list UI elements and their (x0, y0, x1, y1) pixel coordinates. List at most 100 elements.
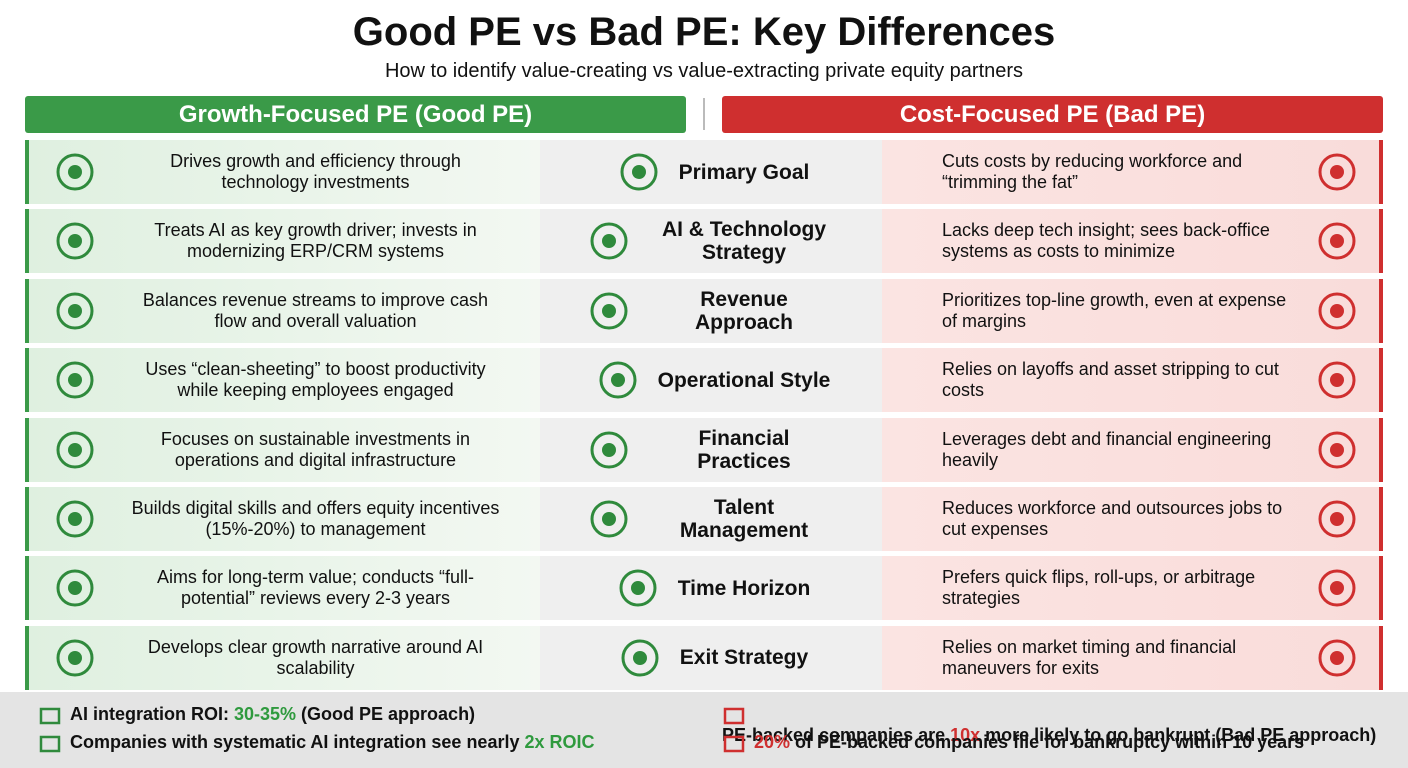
text-part: of PE-backed companies file for bankrupt… (790, 732, 1305, 752)
icon (590, 431, 628, 469)
footer-icon (39, 736, 61, 753)
footer-icon (723, 736, 745, 753)
good-text: Drives growth and efficiency through tec… (170, 151, 461, 192)
bad-cell: Prioritizes top-line growth, even at exp… (882, 278, 1383, 343)
icon (1318, 222, 1356, 260)
criterion-cell: Primary Goal (540, 140, 882, 204)
highlight: 20% (754, 732, 791, 752)
footer-stat: AI integration ROI: 30-35% (Good PE appr… (38, 704, 475, 725)
good-cell: Uses “clean-sheeting” to boost productiv… (25, 348, 540, 413)
criterion-label: Revenue Approach (694, 287, 793, 334)
row: Focuses on sustainable investments in op… (25, 417, 1383, 482)
footer-icon (39, 708, 61, 725)
bad-cell: Relies on layoffs and asset stripping to… (882, 348, 1383, 413)
bad-cell: Reduces workforce and outsources jobs to… (882, 486, 1383, 551)
icon (56, 500, 94, 538)
text-part: AI integration ROI: (70, 704, 234, 724)
footer-stat: Companies with systematic AI integration… (38, 732, 595, 753)
icon (1318, 500, 1356, 538)
bad-text: Leverages debt and financial engineering… (942, 428, 1272, 470)
criterion-label: Exit Strategy (679, 646, 809, 670)
footer: AI integration ROI: 30-35% (Good PE appr… (0, 692, 1408, 768)
good-cell: Drives growth and efficiency through tec… (25, 140, 540, 204)
good-heading: Growth-Focused PE (Good PE) (25, 96, 686, 133)
icon (619, 569, 657, 607)
criterion-cell: AI & Technology Strategy (540, 209, 882, 274)
row: Balances revenue streams to improve cash… (25, 278, 1383, 343)
highlight: 10x (950, 725, 981, 746)
icon (1318, 639, 1356, 677)
text-part: PE-backed companies are (722, 725, 951, 746)
icon (56, 431, 94, 469)
criterion-label: Operational Style (657, 368, 831, 392)
icon (1318, 292, 1356, 330)
bad-cell: Relies on market timing and financial ma… (882, 625, 1383, 690)
criterion-label: Talent Management (679, 495, 809, 542)
good-text: Treats AI as key growth driver; invests … (154, 220, 477, 262)
text-part: more likely to go bankrupt (Bad PE appro… (980, 725, 1377, 746)
footer-stat: PE-backed companies are 10x more likely … (722, 704, 1408, 746)
criterion-cell: Time Horizon (540, 556, 882, 621)
bad-text: Relies on market timing and financial ma… (942, 636, 1237, 678)
criterion-label: Financial Practices (697, 426, 791, 473)
footer-icon (723, 708, 745, 725)
criterion-label: Primary Goal (678, 160, 810, 184)
highlight: 30-35% (234, 704, 297, 724)
icon (590, 222, 628, 260)
icon (590, 292, 628, 330)
icon (56, 361, 94, 399)
bad-cell: Leverages debt and financial engineering… (882, 417, 1383, 482)
row: Drives growth and efficiency through tec… (25, 140, 1383, 204)
icon (56, 153, 94, 191)
subtitle: How to identify value-creating vs value-… (384, 60, 1024, 82)
good-cell: Builds digital skills and offers equity … (25, 486, 540, 551)
bad-cell: Prefers quick flips, roll-ups, or arbitr… (882, 556, 1383, 621)
icon (1318, 569, 1356, 607)
icon (56, 569, 94, 607)
bad-cell: Lacks deep tech insight; sees back-offic… (882, 209, 1383, 274)
good-text: Focuses on sustainable investments in op… (160, 428, 471, 470)
title: Good PE vs Bad PE: Key Differences (352, 10, 1056, 54)
good-text: Builds digital skills and offers equity … (131, 497, 500, 539)
icon (590, 500, 628, 538)
icon (1318, 361, 1356, 399)
bad-cell: Cuts costs by reducing workforce and “tr… (882, 140, 1383, 204)
bad-text: Cuts costs by reducing workforce and “tr… (942, 151, 1243, 192)
row: Treats AI as key growth driver; invests … (25, 209, 1383, 274)
comparison-table: Drives growth and efficiency through tec… (25, 140, 1383, 695)
icon (620, 153, 658, 191)
icon (1318, 431, 1356, 469)
good-text: Balances revenue streams to improve cash… (142, 289, 489, 331)
icon (1318, 153, 1356, 191)
criterion-label: AI & Technology Strategy (661, 218, 827, 265)
divider (703, 98, 705, 130)
row: Uses “clean-sheeting” to boost productiv… (25, 348, 1383, 413)
good-cell: Treats AI as key growth driver; invests … (25, 209, 540, 274)
criterion-cell: Exit Strategy (540, 625, 882, 690)
good-cell: Balances revenue streams to improve cash… (25, 278, 540, 343)
icon (599, 361, 637, 399)
bad-text: Prefers quick flips, roll-ups, or arbitr… (942, 567, 1256, 609)
criterion-cell: Operational Style (540, 348, 882, 413)
icon (621, 639, 659, 677)
footer-stat: 20% of PE-backed companies file for bank… (722, 732, 1304, 753)
good-cell: Develops clear growth narrative around A… (25, 625, 540, 690)
bad-text: Relies on layoffs and asset stripping to… (942, 359, 1279, 401)
icon (56, 292, 94, 330)
highlight: 2x ROIC (524, 732, 595, 752)
icon (56, 639, 94, 677)
bad-text: Lacks deep tech insight; sees back-offic… (942, 220, 1270, 262)
row: Develops clear growth narrative around A… (25, 625, 1383, 690)
row: Builds digital skills and offers equity … (25, 486, 1383, 551)
criterion-cell: Financial Practices (540, 417, 882, 482)
criterion-cell: Talent Management (540, 486, 882, 551)
criterion-cell: Revenue Approach (540, 278, 882, 343)
icon (56, 222, 94, 260)
good-cell: Focuses on sustainable investments in op… (25, 417, 540, 482)
text-part: (Good PE approach) (296, 704, 476, 724)
bad-heading: Cost-Focused PE (Bad PE) (722, 96, 1383, 133)
text-part: Companies with systematic AI integration… (70, 732, 525, 752)
bad-text: Reduces workforce and outsources jobs to… (942, 497, 1283, 539)
good-text: Uses “clean-sheeting” to boost productiv… (145, 359, 486, 401)
